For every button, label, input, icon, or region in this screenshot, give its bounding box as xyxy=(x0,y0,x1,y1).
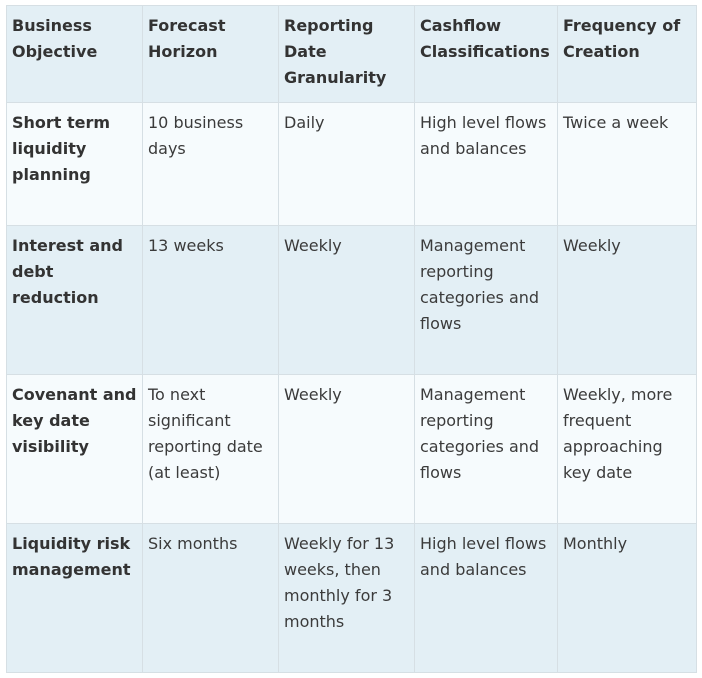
table-cell: Six months xyxy=(142,523,279,673)
objective-cell: Short term liquidity planning xyxy=(6,102,143,226)
objective-cell: Liquidity risk management xyxy=(6,523,143,673)
table-cell: To next significant reporting date (at l… xyxy=(142,374,279,524)
table-cell: 10 business days xyxy=(142,102,279,226)
table-cell: Weekly, more frequent approaching key da… xyxy=(557,374,697,524)
table-cell: 13 weeks xyxy=(142,225,279,375)
table-cell: Management reporting categories and flow… xyxy=(414,225,558,375)
table-cell: Monthly xyxy=(557,523,697,673)
table-cell: High level flows and balances xyxy=(414,102,558,226)
table-cell: Twice a week xyxy=(557,102,697,226)
header-cell: Business Objective xyxy=(6,5,143,103)
header-row: Business Objective Forecast Horizon Repo… xyxy=(6,5,697,103)
table-cell: High level flows and balances xyxy=(414,523,558,673)
table-row: Liquidity risk management Six months Wee… xyxy=(6,523,697,673)
table-row: Short term liquidity planning 10 busines… xyxy=(6,102,697,226)
table-cell: Weekly xyxy=(278,225,415,375)
objective-cell: Covenant and key date visibility xyxy=(6,374,143,524)
table-cell: Weekly xyxy=(557,225,697,375)
table-row: Interest and debt reduction 13 weeks Wee… xyxy=(6,225,697,375)
header-cell: Frequency of Creation xyxy=(557,5,697,103)
objective-cell: Interest and debt reduction xyxy=(6,225,143,375)
table-cell: Weekly xyxy=(278,374,415,524)
table-row: Covenant and key date visibility To next… xyxy=(6,374,697,524)
header-cell: Reporting Date Granularity xyxy=(278,5,415,103)
forecast-objectives-table: Business Objective Forecast Horizon Repo… xyxy=(6,5,697,673)
table-cell: Weekly for 13 weeks, then monthly for 3 … xyxy=(278,523,415,673)
table-cell: Daily xyxy=(278,102,415,226)
header-cell: Forecast Horizon xyxy=(142,5,279,103)
header-cell: Cashflow Classifications xyxy=(414,5,558,103)
table-cell: Management reporting categories and flow… xyxy=(414,374,558,524)
